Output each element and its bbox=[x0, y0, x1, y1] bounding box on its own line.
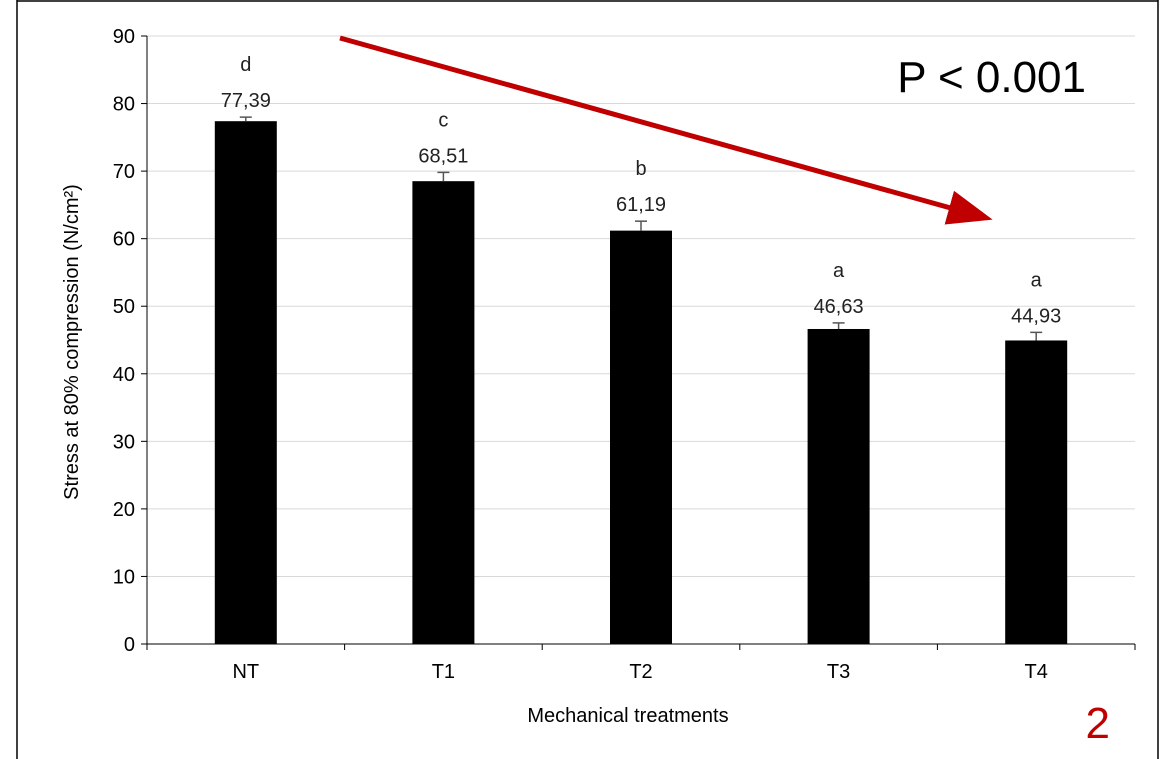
x-tick-label: T3 bbox=[827, 661, 850, 683]
data-labels: 77,39 d NT 68,51 c T1 61,19 b T2 46,63 a T3 44,93 a T4 bbox=[221, 54, 1061, 683]
bar-t1 bbox=[412, 181, 475, 645]
group-letter: c bbox=[438, 109, 448, 131]
y-tick-label: 90 bbox=[113, 26, 135, 48]
x-tick-label: T2 bbox=[629, 661, 652, 683]
value-label: 44,93 bbox=[1011, 305, 1061, 327]
bars bbox=[214, 116, 1068, 645]
y-tick-label: 80 bbox=[113, 94, 135, 116]
value-label: 61,19 bbox=[616, 194, 666, 216]
y-tick-label: 0 bbox=[124, 634, 135, 656]
y-tick-label: 50 bbox=[113, 296, 135, 318]
y-tick-label: 30 bbox=[113, 431, 135, 453]
group-letter: a bbox=[833, 260, 845, 282]
trend-arrow bbox=[339, 35, 993, 225]
x-tick-label: T1 bbox=[432, 661, 455, 683]
bar-t2 bbox=[610, 230, 672, 644]
y-tick-label: 10 bbox=[113, 566, 135, 588]
bar-t4 bbox=[1005, 340, 1068, 644]
value-label: 77,39 bbox=[221, 90, 271, 112]
y-tick-label: 70 bbox=[113, 161, 135, 183]
y-tick-label: 20 bbox=[113, 499, 135, 521]
value-label: 68,51 bbox=[418, 145, 468, 167]
y-tick-label: 60 bbox=[113, 229, 135, 251]
group-letter: a bbox=[1031, 269, 1043, 291]
group-letter: b bbox=[635, 158, 646, 180]
bar-nt bbox=[214, 121, 277, 644]
bar-t3 bbox=[807, 328, 870, 644]
y-axis-title: Stress at 80% compression (N/cm²) bbox=[61, 184, 83, 500]
p-value-annotation: P < 0.001 bbox=[897, 53, 1086, 102]
value-label: 46,63 bbox=[814, 296, 864, 318]
x-tick-label: T4 bbox=[1025, 661, 1048, 683]
group-letter: d bbox=[240, 54, 251, 76]
y-tick-label: 40 bbox=[113, 364, 135, 386]
x-axis-title: Mechanical treatments bbox=[527, 705, 728, 727]
panel-number: 2 bbox=[1086, 699, 1110, 748]
x-tick-label: NT bbox=[232, 661, 259, 683]
